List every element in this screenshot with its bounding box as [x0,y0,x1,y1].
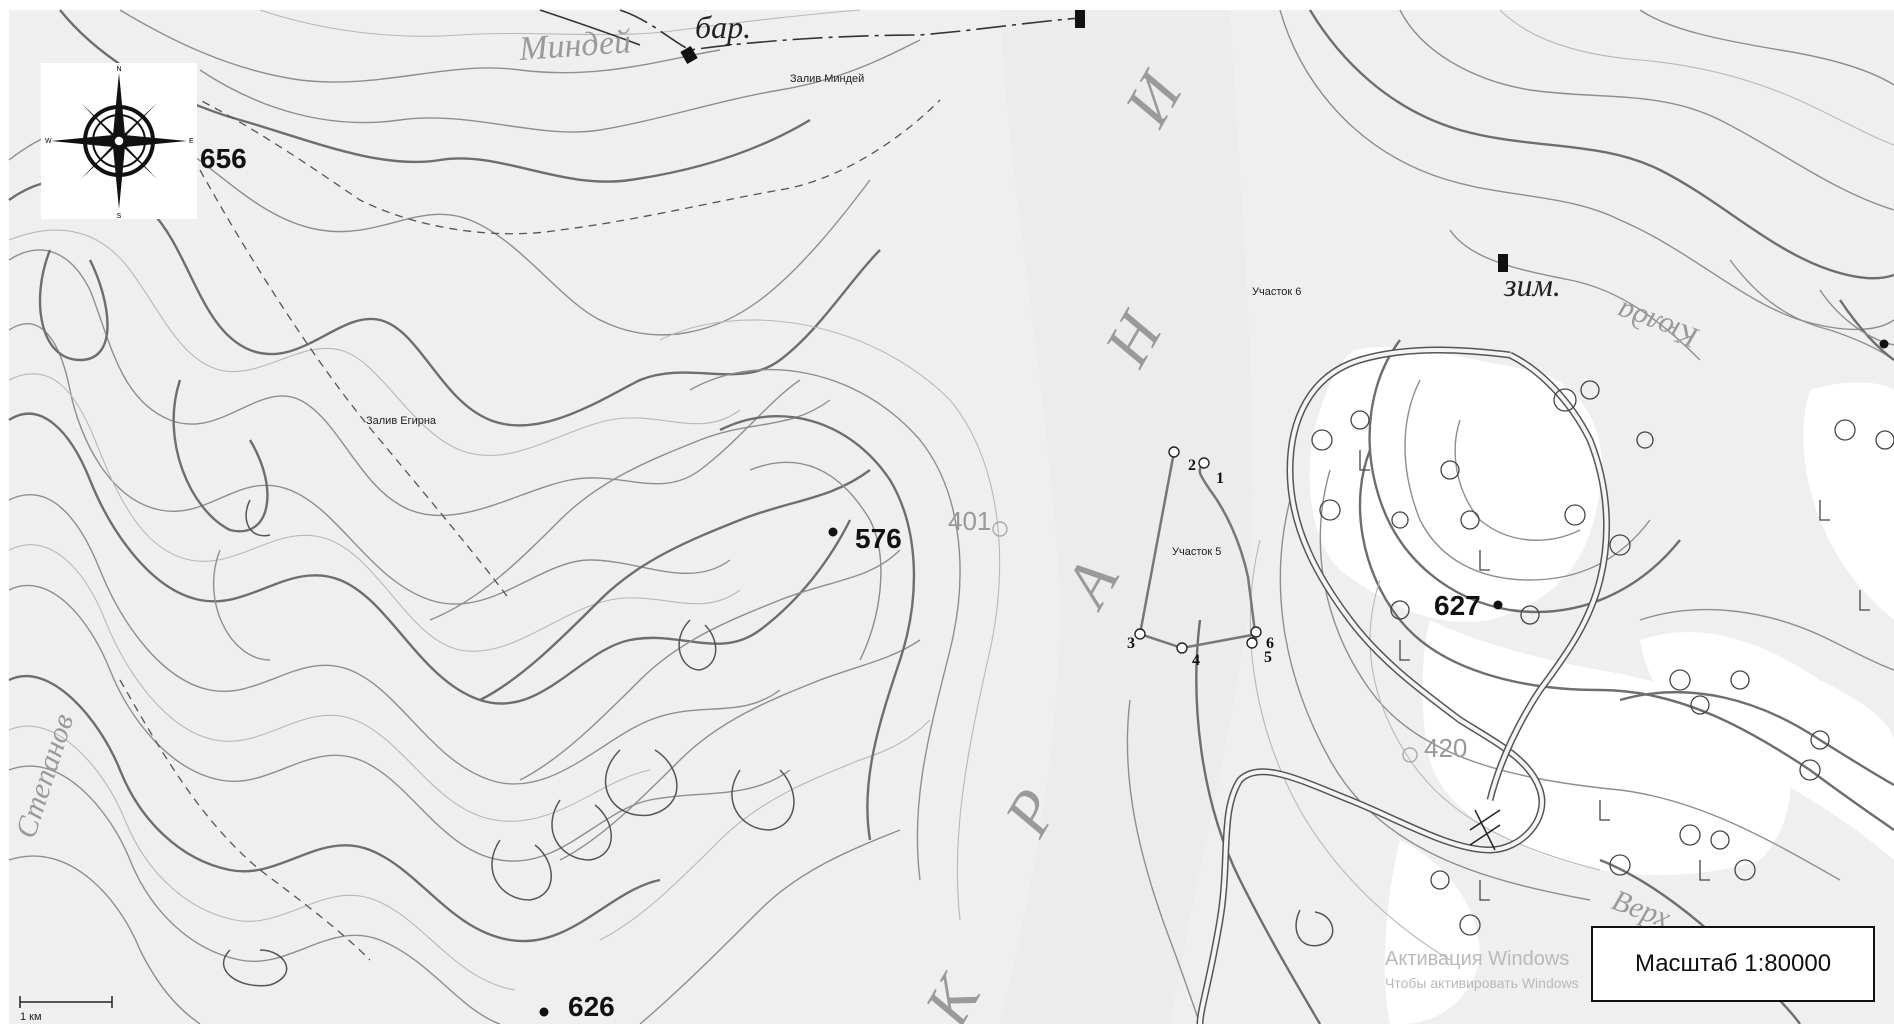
elevation-420: 420 [1424,733,1467,763]
compass-west-letter: W [45,138,52,145]
contour-lines-left [8,9,1001,1024]
label-zim: зим. [1503,267,1561,303]
label-zaliv-egirna: Залив Егирна [366,415,437,427]
terrain-features [222,499,1334,987]
plot-point-3-marker [1134,628,1146,640]
elevation-401: 401 [948,506,991,536]
spot-height-markers [539,339,1889,1017]
plot-point-4-marker [1176,642,1188,654]
dashed-trails [119,94,941,961]
plot-point-label-4: 4 [1192,652,1200,669]
compass-east-letter: E [189,138,194,145]
plot-point-6-marker [1250,626,1262,638]
river-valley [1000,10,1253,1024]
windows-activation-watermark: Активация Windows Чтобы активировать Win… [1385,948,1595,991]
compass-north-letter: N [116,66,121,73]
plot-point-label-6: 6 [1266,635,1274,652]
scale-label-box: Масштаб 1:80000 [1591,926,1875,1002]
plot-point-label-5: 5 [1264,649,1272,666]
plot-point-label-1: 1 [1216,470,1224,487]
watermark-line-2: Чтобы активировать Windows [1385,975,1579,991]
scale-bar: 1 км [19,996,113,1023]
label-bar: бар. [695,9,751,45]
map-left-border [0,0,9,1024]
tree-symbols [1359,450,1870,901]
building-markers [680,10,1508,272]
elevation-656: 656 [200,143,247,174]
elevation-626: 626 [568,991,615,1022]
road-crossing [1469,809,1501,851]
plot-point-1-marker [1198,457,1210,469]
top-roads [539,9,1081,51]
plot-point-5-marker [1246,637,1258,649]
compass-south-letter: S [117,213,122,219]
spot-420-circle [1402,747,1418,763]
plot-point-label-2: 2 [1188,457,1196,474]
elevation-627: 627 [1434,590,1481,621]
label-mindey: Миндей [517,23,632,68]
plot-5-boundary [1134,446,1262,654]
plot-point-label-3: 3 [1127,635,1135,652]
double-line-road [1196,346,1611,1024]
label-uchastok-6: Участок 6 [1252,286,1301,298]
elevation-576: 576 [855,523,902,554]
label-zaliv-mindey: Залив Миндей [790,73,864,85]
scale-label: Масштаб 1:80000 [1634,950,1832,977]
forest-circles [1311,380,1894,936]
watermark-line-1: Активация Windows [1385,948,1570,970]
spot-401-circle [992,521,1008,537]
scale-bar-label: 1 км [20,1011,42,1023]
label-uchastok-5: Участок 5 [1172,546,1221,558]
map-top-border [0,0,1894,10]
plot-point-2-marker [1168,446,1180,458]
compass-rose-icon: N S W E [41,63,197,220]
clearing-areas [1309,347,1894,1024]
